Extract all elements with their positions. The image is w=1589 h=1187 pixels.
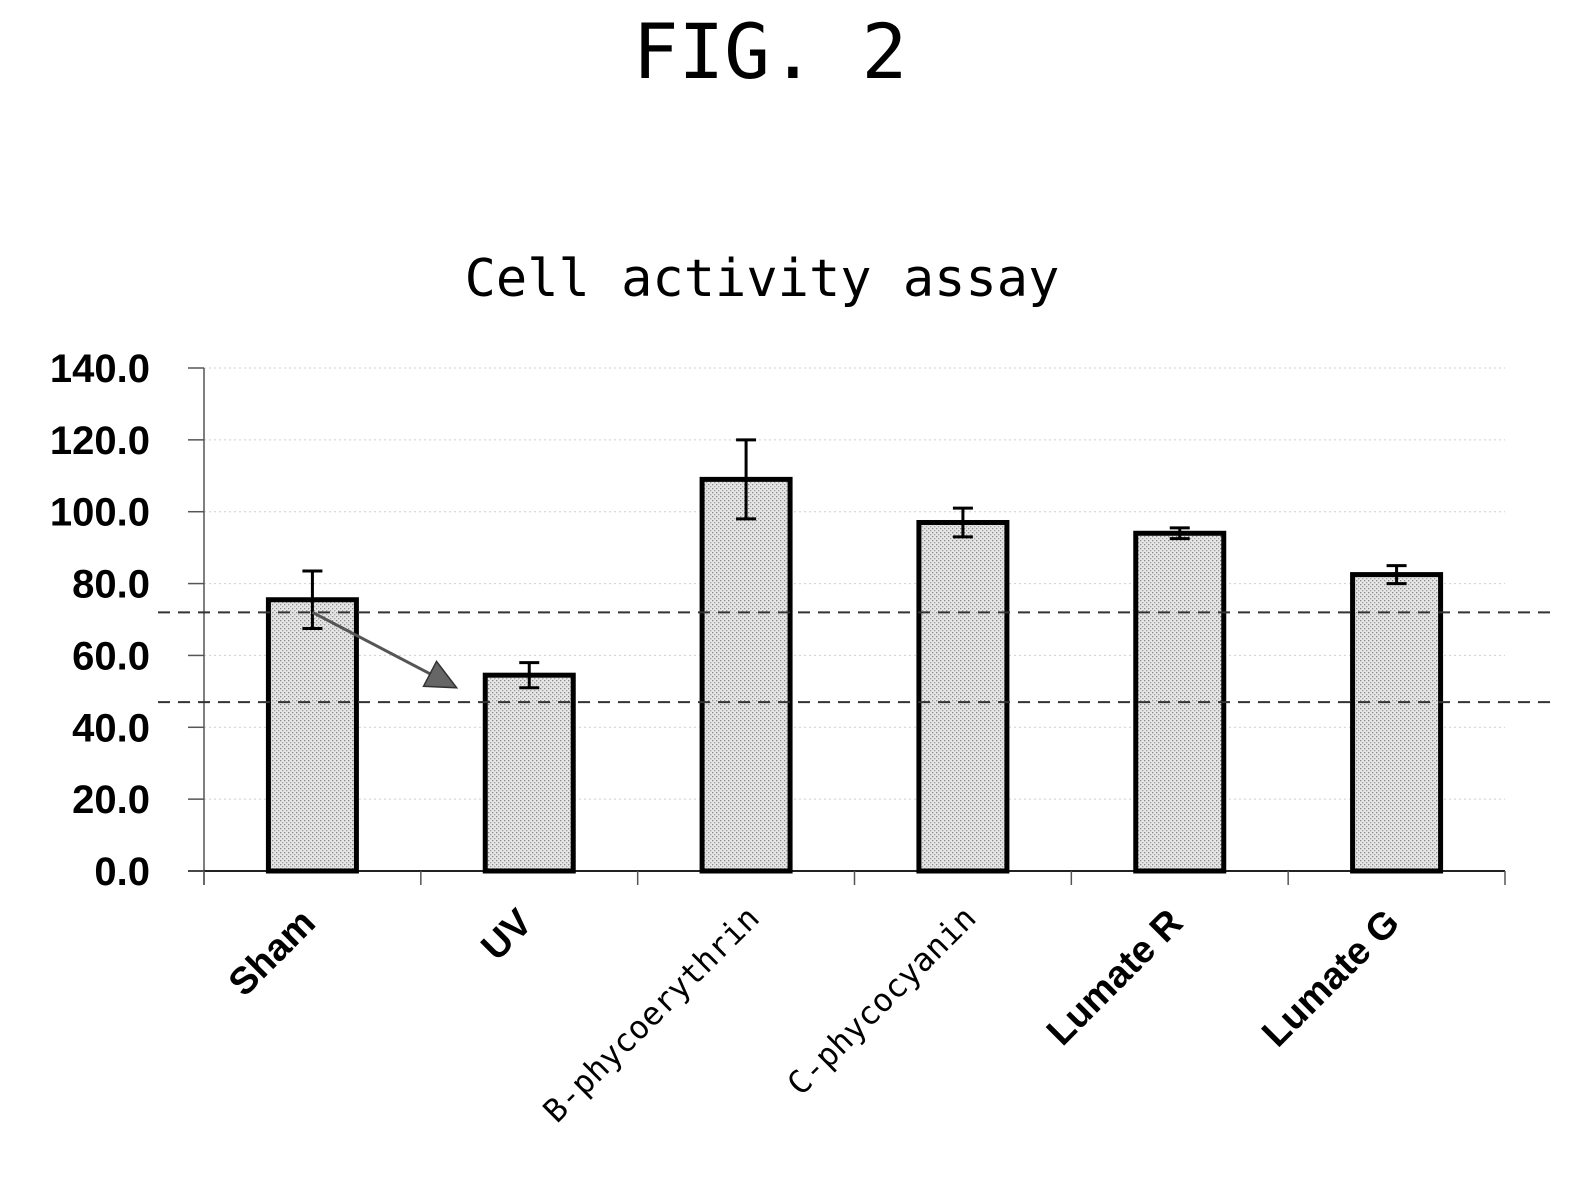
x-tick-label: UV [474,901,541,968]
chart-title: Cell activity assay [465,249,1060,309]
bar [699,476,793,874]
bar [1350,572,1444,874]
y-tick-label: 0.0 [94,850,150,894]
y-tick-label: 140.0 [50,347,150,391]
y-tick-label: 100.0 [50,491,150,535]
x-tick-label: Sham [221,902,324,1005]
plot-area: 0.0 20.0 40.0 60.0 80.0 100.0 120.0 140.0 Sham UV… [50,347,1550,1130]
bar [916,519,1010,874]
y-tick-label: 120.0 [50,419,150,463]
bar [482,672,576,874]
figure-label: FIG. 2 [633,7,908,96]
x-tick-label: B-phycoerythrin [536,899,767,1130]
annotation-arrow-shaft [311,610,431,676]
x-tick-label: Lumate G [1254,902,1408,1056]
y-tick-label: 80.0 [72,563,150,607]
y-tick-label: 20.0 [72,778,150,822]
x-tick-label: Lumate R [1039,902,1191,1054]
annotation-arrow-head [422,660,459,689]
x-tick-label: C-phycocyanin [780,899,984,1103]
y-tick-label: 60.0 [72,634,150,678]
y-tick-label: 40.0 [72,706,150,750]
bar [265,597,359,874]
